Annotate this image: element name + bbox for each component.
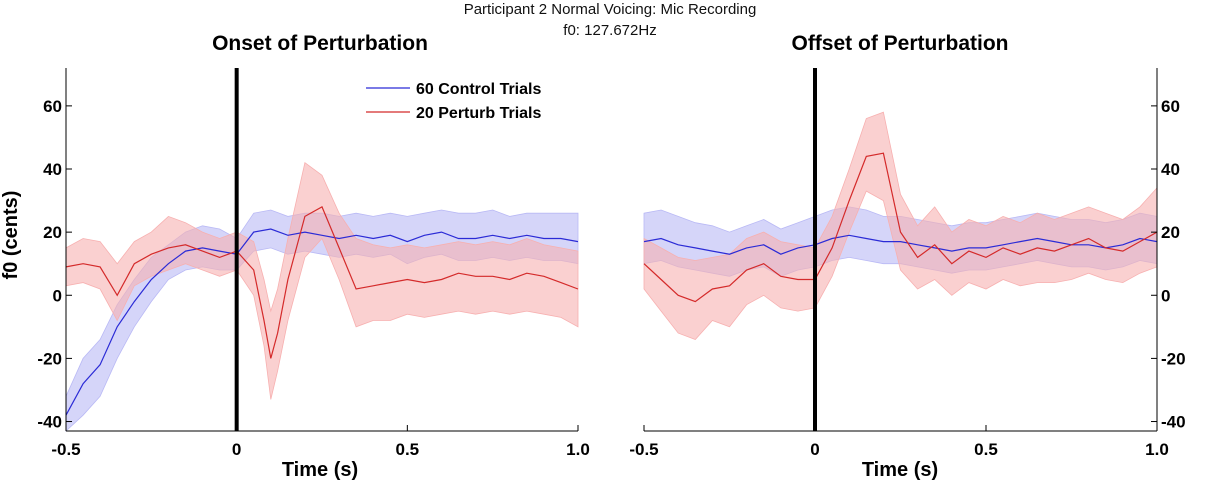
legend-control-label: 60 Control Trials [416, 81, 541, 98]
onset-y-tick-label: 40 [43, 160, 62, 179]
offset-lines [643, 152, 1158, 303]
onset-y-tick-label: 0 [53, 286, 62, 305]
offset-panel-title: Offset of Perturbation [791, 32, 1008, 55]
onset-bands [65, 162, 579, 432]
onset-y-tick-label: -40 [37, 413, 62, 432]
offset-bands [643, 111, 1158, 340]
onset-panel-title: Onset of Perturbation [212, 32, 428, 55]
offset-x-ticks: -0.5 0 0.5 1.0 [629, 425, 1169, 459]
onset-x-tick-label: 0.5 [396, 440, 420, 459]
figure-title: Participant 2 Normal Voicing: Mic Record… [464, 1, 757, 18]
onset-perturb-band [65, 162, 579, 400]
offset-perturb-series-line [643, 152, 1158, 303]
onset-y-tick-label: 60 [43, 97, 62, 116]
onset-panel: Onset of Perturbation -40 -20 0 20 40 60 -0.5… [0, 32, 590, 481]
legend-perturb-label: 20 Perturb Trials [416, 105, 541, 122]
offset-panel: Offset of Perturbation -40 -20 0 20 40 60 -0.… [629, 32, 1185, 481]
onset-x-axis-label: Time (s) [282, 459, 358, 481]
onset-x-tick-label: -0.5 [51, 440, 80, 459]
onset-x-ticks: -0.5 0 0.5 1.0 [51, 425, 590, 459]
offset-x-tick-label: 0 [810, 440, 819, 459]
offset-x-axis-label: Time (s) [862, 459, 938, 481]
offset-y-tick-label: 20 [1161, 223, 1180, 242]
offset-y-tick-label: -40 [1161, 413, 1186, 432]
offset-y-ticks: -40 -20 0 20 40 60 [1151, 97, 1186, 432]
legend: 60 Control Trials 20 Perturb Trials [366, 81, 541, 122]
offset-y-tick-label: 0 [1161, 286, 1170, 305]
onset-x-tick-label: 1.0 [566, 440, 590, 459]
onset-y-axis-label: f0 (cents) [0, 191, 22, 280]
onset-perturb-series-line [65, 206, 579, 359]
offset-x-tick-label: 0.5 [974, 440, 998, 459]
onset-lines [65, 206, 579, 416]
onset-control-series-line [65, 228, 579, 416]
offset-y-tick-label: 60 [1161, 97, 1180, 116]
onset-y-ticks: -40 -20 0 20 40 60 [37, 97, 72, 432]
onset-y-tick-label: -20 [37, 349, 62, 368]
figure-subtitle: f0: 127.672Hz [563, 22, 656, 39]
offset-y-tick-label: 40 [1161, 160, 1180, 179]
onset-y-tick-label: 20 [43, 223, 62, 242]
offset-perturb-band [643, 111, 1158, 340]
offset-x-tick-label: -0.5 [629, 440, 658, 459]
onset-x-tick-label: 0 [232, 440, 241, 459]
offset-x-tick-label: 1.0 [1145, 440, 1169, 459]
offset-y-tick-label: -20 [1161, 349, 1186, 368]
